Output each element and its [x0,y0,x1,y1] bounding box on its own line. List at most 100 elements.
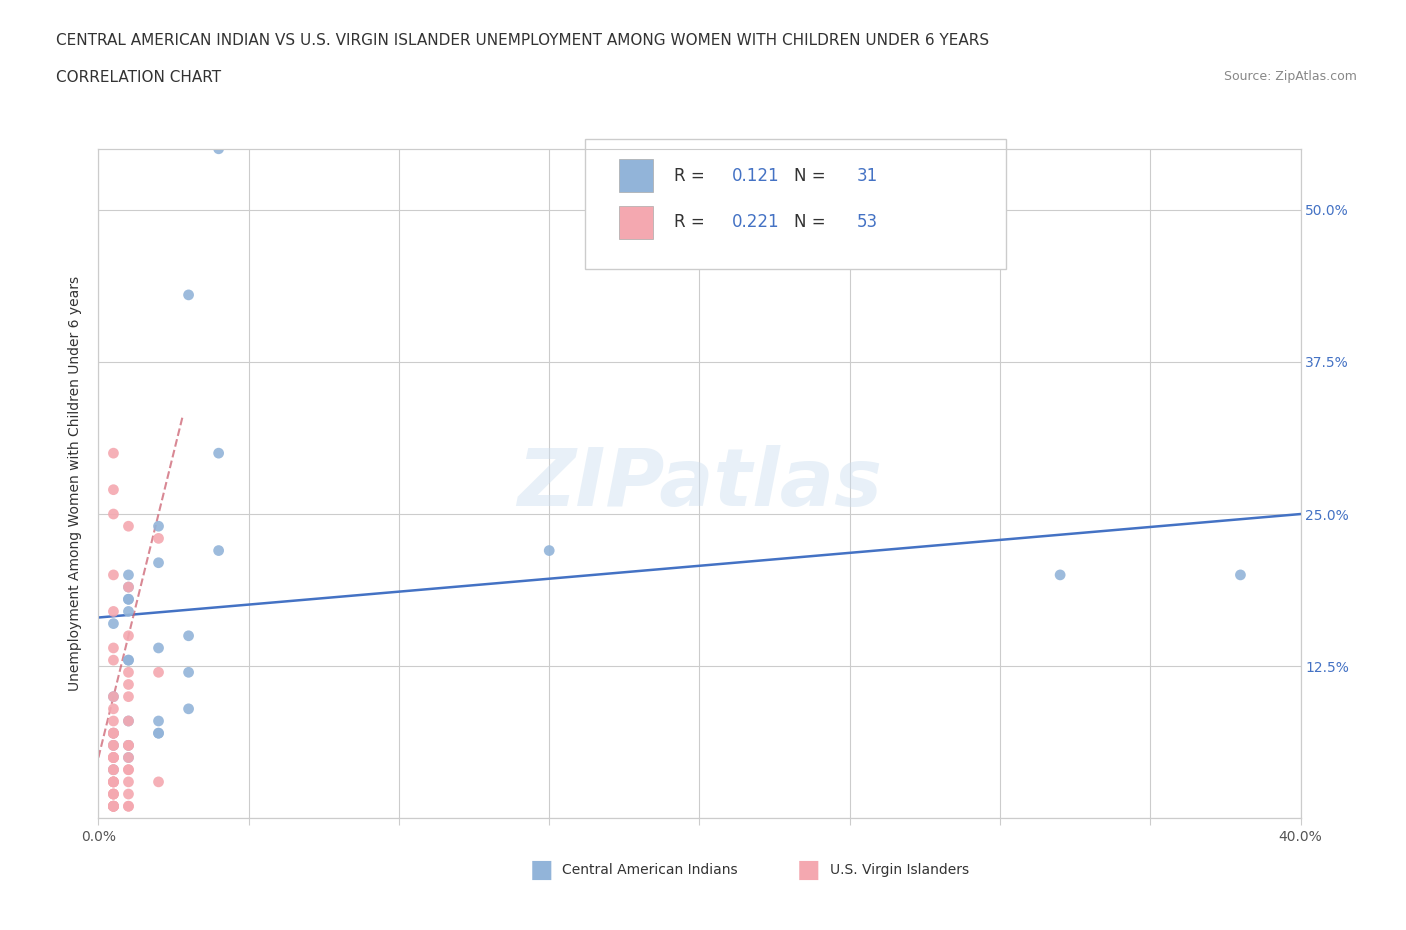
Point [103,751,125,765]
Point [103,725,125,740]
Point [117,629,139,644]
Point [148,725,170,740]
Point [103,763,125,777]
Point [103,445,125,460]
Point [117,763,139,777]
Point [117,579,139,594]
Point [117,737,139,752]
Point [103,763,125,777]
FancyBboxPatch shape [619,206,652,239]
Point [103,775,125,790]
Point [117,799,139,814]
Point [117,591,139,606]
Point [103,567,125,582]
Point [538,543,561,558]
Point [148,531,170,546]
Point [117,751,139,765]
Point [103,799,125,814]
Point [103,799,125,814]
Point [117,689,139,704]
Point [103,641,125,656]
Text: ■: ■ [530,857,553,882]
Text: 0.121: 0.121 [733,166,779,184]
Point [148,665,170,680]
Text: CENTRAL AMERICAN INDIAN VS U.S. VIRGIN ISLANDER UNEMPLOYMENT AMONG WOMEN WITH CH: CENTRAL AMERICAN INDIAN VS U.S. VIRGIN I… [56,33,990,47]
Point [177,701,200,716]
Point [117,737,139,752]
Point [148,519,170,534]
Y-axis label: Unemployment Among Women with Children Under 6 years: Unemployment Among Women with Children U… [69,276,83,691]
Point [208,445,231,460]
Point [103,701,125,716]
Point [103,799,125,814]
Text: Central American Indians: Central American Indians [562,862,738,877]
Point [177,629,200,644]
FancyBboxPatch shape [619,159,652,193]
Point [117,519,139,534]
Point [117,751,139,765]
Point [148,555,170,570]
Text: 53: 53 [858,214,879,232]
Point [103,689,125,704]
Point [103,725,125,740]
Point [103,751,125,765]
Point [103,737,125,752]
Point [103,737,125,752]
Text: U.S. Virgin Islanders: U.S. Virgin Islanders [830,862,969,877]
Point [117,677,139,692]
Point [117,799,139,814]
Point [117,665,139,680]
Text: R =: R = [675,214,710,232]
Point [103,775,125,790]
Point [117,604,139,618]
Point [117,763,139,777]
Text: CORRELATION CHART: CORRELATION CHART [56,70,221,85]
Point [103,617,125,631]
Point [103,725,125,740]
Point [208,543,231,558]
Point [103,713,125,728]
Point [177,665,200,680]
Point [103,763,125,777]
Point [103,775,125,790]
Text: N =: N = [794,214,831,232]
Point [148,725,170,740]
Text: 0.221: 0.221 [733,214,779,232]
Point [103,653,125,668]
Point [148,775,170,790]
Text: ZIPatlas: ZIPatlas [517,445,882,523]
Point [117,737,139,752]
Point [103,775,125,790]
FancyBboxPatch shape [585,139,1007,270]
Point [103,751,125,765]
Text: R =: R = [675,166,710,184]
Point [103,689,125,704]
Point [1229,567,1251,582]
Point [103,787,125,802]
Point [208,141,231,156]
Point [103,604,125,618]
Point [103,507,125,522]
Point [117,579,139,594]
Point [103,799,125,814]
Point [103,799,125,814]
Text: 31: 31 [858,166,879,184]
Point [103,799,125,814]
Point [103,787,125,802]
Point [103,483,125,498]
Point [103,737,125,752]
Point [103,751,125,765]
Point [148,641,170,656]
Point [117,713,139,728]
Text: Source: ZipAtlas.com: Source: ZipAtlas.com [1223,70,1357,83]
Text: ■: ■ [797,857,820,882]
Point [148,713,170,728]
Point [117,653,139,668]
Point [103,787,125,802]
Point [117,787,139,802]
Point [177,287,200,302]
Point [103,725,125,740]
Point [117,591,139,606]
Point [117,713,139,728]
Text: N =: N = [794,166,831,184]
